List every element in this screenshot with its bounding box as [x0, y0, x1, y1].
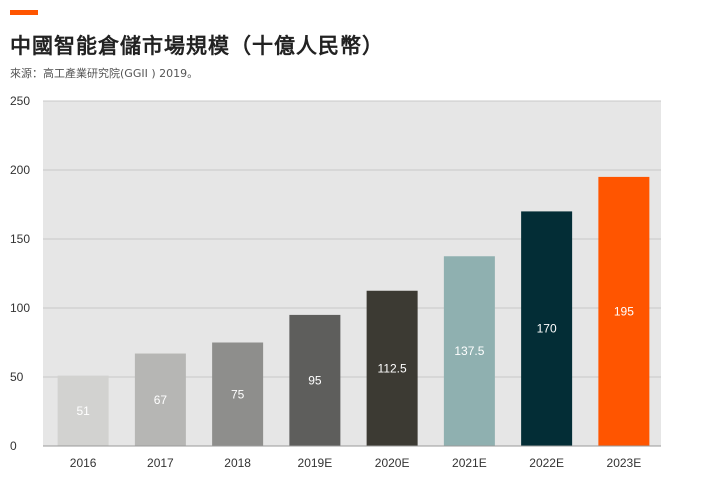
- bar: [366, 290, 418, 446]
- x-tick-label: 2022E: [529, 456, 564, 470]
- x-tick-label: 2023E: [607, 456, 642, 470]
- x-axis: 2016 2017 2018 2019E 2020E 2021E 2022E 2023E: [43, 445, 661, 470]
- x-tick-label: 2019E: [298, 456, 333, 470]
- y-tick-label: 250: [10, 94, 30, 108]
- bar: [134, 353, 186, 446]
- data-label: 95: [308, 373, 322, 387]
- bars: 51 67 75 95 112.5 137.5 170 195: [57, 176, 650, 446]
- bar: [57, 375, 109, 446]
- y-tick-label: 50: [10, 370, 24, 384]
- source-note: 來源：高工產業研究院(GGII ) 2019。: [10, 67, 199, 80]
- data-label: 137.5: [454, 344, 484, 358]
- data-label: 75: [231, 387, 245, 401]
- x-tick-label: 2016: [70, 456, 97, 470]
- bar: [289, 314, 341, 446]
- accent-bar: [10, 10, 38, 15]
- chart-title: 中國智能倉儲市場規模（十億人民幣）: [10, 33, 384, 58]
- y-tick-label: 150: [10, 232, 30, 246]
- x-tick-label: 2017: [147, 456, 174, 470]
- data-label: 51: [76, 404, 90, 418]
- y-tick-label: 0: [10, 439, 17, 453]
- data-label: 67: [154, 393, 168, 407]
- bar: [598, 176, 650, 446]
- data-label: 170: [537, 322, 557, 336]
- x-tick-label: 2020E: [375, 456, 410, 470]
- y-tick-label: 200: [10, 163, 30, 177]
- x-tick-label: 2018: [224, 456, 251, 470]
- data-label: 112.5: [378, 361, 407, 375]
- bar: [443, 256, 495, 446]
- x-tick-label: 2021E: [452, 456, 487, 470]
- bar: [212, 342, 264, 446]
- y-axis: 0 50 100 150 200 250: [10, 94, 30, 453]
- bar: [521, 211, 573, 446]
- y-tick-label: 100: [10, 301, 30, 315]
- data-label: 195: [614, 304, 634, 318]
